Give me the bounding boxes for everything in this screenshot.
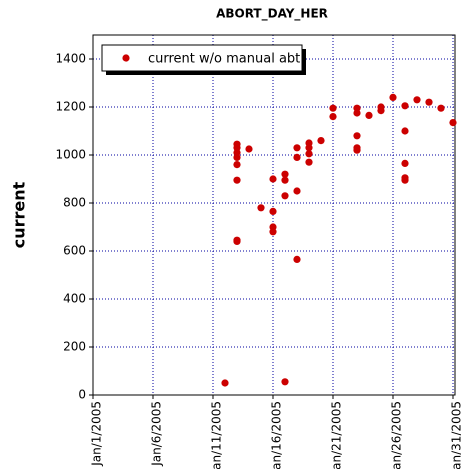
point (353, 109, 361, 117)
x-tick-label: Jan/6/2005 (150, 401, 164, 467)
point (293, 153, 301, 161)
y-tick-label: 1000 (55, 148, 86, 162)
point (305, 150, 313, 158)
point (233, 161, 241, 169)
x-tick-label: Jan/1/2005 (90, 401, 104, 467)
point (281, 170, 289, 178)
point (353, 132, 361, 140)
x-tick-label: Jan/26/2005 (390, 401, 404, 469)
point (353, 146, 361, 154)
y-tick-label: 1400 (55, 52, 86, 66)
point (365, 111, 373, 119)
point (413, 96, 421, 104)
y-tick-label: 200 (63, 340, 86, 354)
point (401, 102, 409, 110)
point (401, 159, 409, 167)
point (233, 153, 241, 161)
y-tick-label: 0 (78, 388, 86, 402)
point (329, 113, 337, 121)
legend-marker (122, 54, 130, 62)
point (269, 207, 277, 215)
point (329, 104, 337, 112)
point (257, 204, 265, 212)
x-tick-label: Jan/16/2005 (270, 401, 284, 469)
y-tick-label: 400 (63, 292, 86, 306)
point (269, 175, 277, 183)
point (233, 237, 241, 245)
point (293, 144, 301, 152)
point (437, 104, 445, 112)
point (233, 176, 241, 184)
chart-title: ABORT_DAY_HER (216, 7, 328, 22)
point (293, 255, 301, 263)
point (401, 176, 409, 184)
point (269, 228, 277, 236)
point (221, 379, 229, 387)
point (305, 158, 313, 166)
y-tick-label: 800 (63, 196, 86, 210)
plot-frame (92, 34, 456, 396)
plot-area (93, 35, 455, 395)
point (281, 192, 289, 200)
point (401, 127, 409, 135)
y-tick-label: 600 (63, 244, 86, 258)
point (245, 145, 253, 153)
point (281, 378, 289, 386)
legend (101, 44, 303, 72)
point (389, 93, 397, 101)
legend-label: current w/o manual abt (148, 52, 300, 67)
x-tick-label: Jan/21/2005 (330, 401, 344, 469)
point (377, 107, 385, 115)
point (449, 119, 457, 127)
point (305, 144, 313, 152)
point (281, 176, 289, 184)
point (317, 137, 325, 145)
point (425, 98, 433, 106)
x-tick-label: Jan/11/2005 (210, 401, 224, 469)
point (293, 187, 301, 195)
y-axis-label: current (10, 181, 29, 248)
y-tick-label: 1200 (55, 100, 86, 114)
x-tick-label: Jan/31/2005 (450, 401, 461, 469)
